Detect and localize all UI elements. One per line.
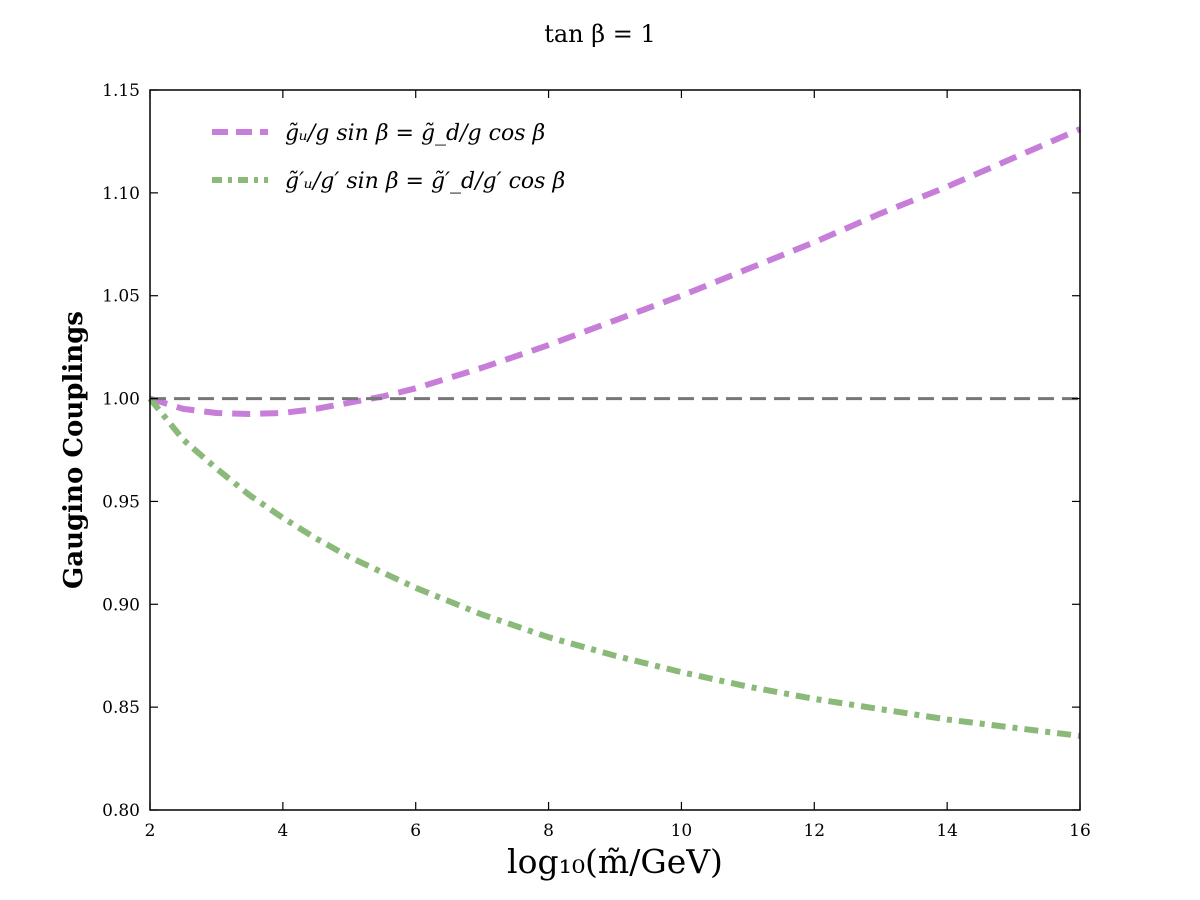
y-tick-label: 1.05 <box>102 287 140 307</box>
y-tick-label: 1.10 <box>102 184 140 204</box>
chart-title: tan β = 1 <box>544 20 656 48</box>
plot-frame <box>149 89 1081 811</box>
series-line-1 <box>149 126 1082 417</box>
x-tick-label: 8 <box>543 821 554 841</box>
x-tick-label: 16 <box>1069 821 1091 841</box>
x-tick-label: 14 <box>936 821 958 841</box>
series-layer <box>147 126 1082 739</box>
legend: g̃ᵤ/g sin β = g̃_d/g cos β g̃′ᵤ/g′ sin β … <box>212 121 565 194</box>
y-tick-label: 0.90 <box>102 595 140 615</box>
y-tick-label: 0.80 <box>102 801 140 821</box>
legend-label-2: g̃′ᵤ/g′ sin β = g̃′_d/g′ cos β <box>285 169 565 194</box>
y-tick-label: 0.85 <box>102 698 140 718</box>
x-tick-label: 4 <box>277 821 288 841</box>
x-tick-label: 10 <box>671 821 693 841</box>
y-tick-label: 1.00 <box>102 390 140 410</box>
series-line-2 <box>147 396 1081 739</box>
y-tick-label: 1.15 <box>102 81 140 101</box>
ticks-layer: 2 4 6 8 10 12 14 16 0.80 0.85 0.90 0.95 1.00 1.05 1.10… <box>102 81 1091 841</box>
y-axis-label: Gaugino Couplings <box>59 311 89 589</box>
legend-label-1: g̃ᵤ/g sin β = g̃_d/g cos β <box>285 121 545 146</box>
y-tick-label: 0.95 <box>102 492 140 512</box>
x-tick-label: 12 <box>803 821 825 841</box>
x-tick-label: 2 <box>145 821 156 841</box>
x-tick-label: 6 <box>410 821 421 841</box>
x-axis-label: log₁₀(m̃/GeV) <box>507 842 723 881</box>
